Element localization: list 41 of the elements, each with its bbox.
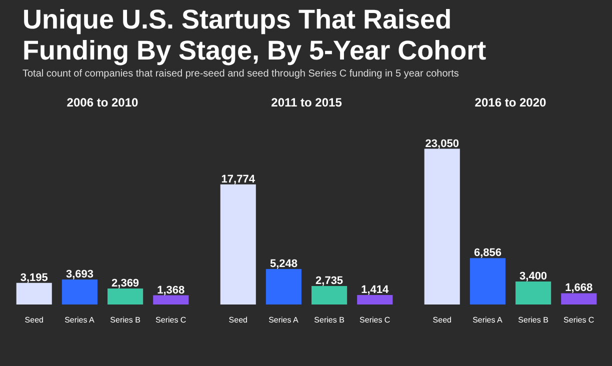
bar	[424, 148, 460, 304]
x-tick-label: Series B	[110, 316, 140, 324]
chart-title: 2016 to 2020	[474, 96, 547, 110]
chart-title: 2006 to 2010	[66, 96, 139, 110]
bar	[62, 280, 98, 304]
bar	[220, 184, 256, 304]
data-label: 3,400	[520, 270, 548, 283]
x-tick-label: Series C	[564, 316, 594, 324]
x-tick-label: Series C	[360, 316, 390, 324]
chart-title: 2011 to 2015	[271, 96, 342, 110]
bar	[470, 258, 506, 304]
data-label: 23,050	[425, 138, 459, 150]
data-label: 6,856	[474, 247, 502, 260]
x-tick-label: Series B	[314, 316, 344, 324]
bar	[108, 288, 144, 304]
bar	[357, 294, 393, 304]
text: Unique U.S. Startups That Raised Funding By Stage, By 5-Year Cohort	[22, 4, 486, 66]
bar	[516, 282, 552, 304]
data-label: 1,668	[565, 282, 593, 294]
x-tick-label: Series A	[472, 316, 504, 324]
bar	[153, 295, 189, 304]
bar	[266, 269, 302, 304]
bar	[561, 293, 597, 304]
data-label: 3,195	[20, 272, 48, 284]
x-tick-label: Seed	[228, 316, 248, 324]
text: Total count of companies that raised pre-seed and seed through Series C funding in 5 year cohorts	[22, 68, 459, 80]
x-tick-label: Series A	[64, 316, 96, 324]
data-label: 1,368	[157, 284, 185, 296]
x-tick-label: Series A	[268, 316, 300, 324]
data-label: 5,248	[270, 258, 298, 270]
data-label: 2,369	[112, 277, 140, 290]
data-label: 2,735	[316, 275, 344, 288]
bar	[312, 286, 348, 304]
x-tick-label: Series C	[156, 316, 186, 324]
data-label: 17,774	[221, 173, 256, 186]
data-label: 1,414	[361, 284, 390, 296]
x-tick-label: Seed	[432, 316, 452, 324]
bar	[16, 282, 52, 304]
data-label: 3,693	[66, 268, 94, 281]
x-tick-label: Seed	[24, 316, 44, 324]
x-tick-label: Series B	[518, 316, 548, 324]
